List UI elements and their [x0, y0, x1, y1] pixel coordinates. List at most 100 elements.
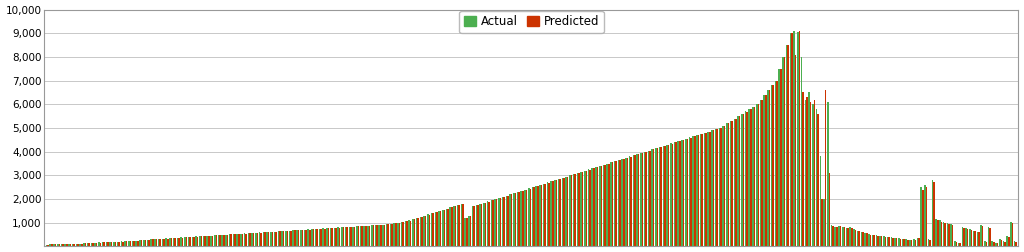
Bar: [577, 173, 579, 246]
Bar: [808, 92, 810, 246]
Bar: [334, 228, 335, 246]
Bar: [454, 206, 455, 246]
Bar: [644, 152, 645, 246]
Bar: [429, 215, 430, 246]
Bar: [55, 244, 56, 246]
Bar: [101, 242, 103, 246]
Bar: [248, 233, 249, 246]
Bar: [552, 181, 554, 246]
Bar: [72, 244, 74, 246]
Bar: [96, 243, 97, 246]
Bar: [443, 210, 445, 246]
Bar: [633, 155, 634, 246]
Bar: [432, 213, 434, 246]
Bar: [285, 231, 287, 246]
Bar: [701, 134, 703, 246]
Bar: [946, 223, 948, 246]
Bar: [914, 240, 916, 246]
Bar: [450, 207, 451, 246]
Bar: [88, 243, 90, 246]
Bar: [913, 239, 914, 246]
Bar: [219, 235, 221, 246]
Bar: [971, 230, 972, 246]
Bar: [294, 231, 296, 246]
Bar: [764, 95, 765, 246]
Bar: [935, 219, 937, 246]
Bar: [665, 146, 666, 246]
Bar: [140, 240, 142, 246]
Bar: [290, 231, 292, 246]
Bar: [543, 184, 545, 246]
Bar: [1000, 240, 1002, 246]
Bar: [311, 229, 312, 246]
Bar: [862, 232, 864, 246]
Bar: [156, 239, 158, 246]
Bar: [615, 161, 617, 246]
Bar: [117, 242, 119, 246]
Bar: [806, 97, 808, 246]
Bar: [409, 220, 410, 246]
Bar: [280, 231, 281, 246]
Bar: [891, 237, 892, 246]
Bar: [184, 237, 185, 246]
Bar: [400, 222, 402, 246]
Bar: [287, 231, 288, 246]
Bar: [675, 142, 677, 246]
Bar: [827, 102, 828, 246]
Bar: [711, 130, 713, 246]
Bar: [559, 179, 561, 246]
Bar: [189, 237, 190, 246]
Bar: [817, 114, 819, 246]
Bar: [858, 231, 860, 246]
Bar: [507, 196, 509, 246]
Bar: [278, 231, 280, 246]
Bar: [420, 217, 421, 246]
Bar: [678, 141, 679, 246]
Bar: [962, 227, 964, 246]
Bar: [185, 237, 187, 246]
Bar: [461, 204, 462, 246]
Bar: [427, 214, 429, 246]
Bar: [60, 244, 62, 246]
Bar: [922, 190, 924, 246]
Bar: [393, 223, 395, 246]
Bar: [782, 57, 783, 246]
Bar: [296, 230, 298, 246]
Bar: [689, 138, 690, 246]
Bar: [771, 85, 772, 246]
Bar: [335, 228, 337, 246]
Bar: [90, 243, 92, 246]
Bar: [237, 234, 238, 246]
Bar: [964, 228, 965, 246]
Bar: [853, 229, 855, 246]
Bar: [999, 239, 1000, 246]
Bar: [977, 232, 978, 246]
Bar: [864, 233, 866, 246]
Bar: [881, 236, 883, 246]
Bar: [1007, 236, 1008, 246]
Bar: [212, 236, 213, 246]
Bar: [379, 225, 380, 246]
Bar: [345, 227, 346, 246]
Bar: [655, 148, 656, 246]
Bar: [799, 31, 800, 246]
Bar: [346, 227, 348, 246]
Bar: [548, 183, 550, 246]
Bar: [753, 107, 754, 246]
Bar: [229, 234, 230, 246]
Bar: [87, 243, 88, 246]
Bar: [151, 239, 152, 246]
Bar: [77, 244, 79, 246]
Bar: [536, 186, 537, 246]
Bar: [121, 241, 122, 246]
Bar: [375, 225, 376, 246]
Bar: [883, 236, 885, 246]
Bar: [658, 147, 660, 246]
Bar: [982, 226, 983, 246]
Bar: [457, 205, 459, 246]
Bar: [348, 227, 350, 246]
Bar: [365, 226, 367, 246]
Bar: [321, 229, 322, 246]
Bar: [887, 237, 889, 246]
Bar: [839, 226, 840, 246]
